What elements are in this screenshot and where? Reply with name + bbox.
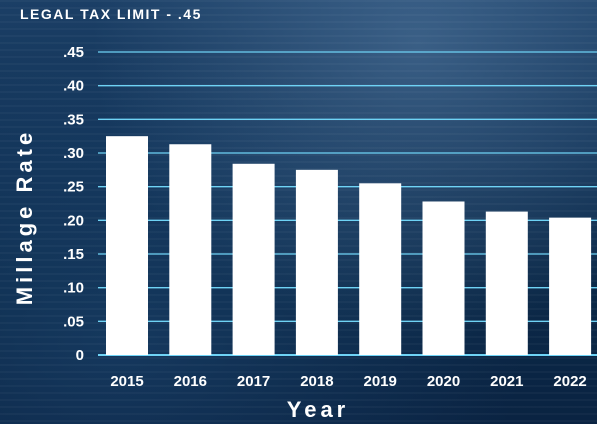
bar-2015 <box>106 136 148 355</box>
y-tick-label: .45 <box>63 44 84 61</box>
y-tick-label: .25 <box>63 179 84 196</box>
bar-2020 <box>422 201 465 355</box>
y-tick-label: .10 <box>63 280 84 297</box>
bar-2016 <box>169 144 212 355</box>
bar-2021 <box>485 211 528 355</box>
y-tick-label: .30 <box>63 145 84 162</box>
x-axis-label: Year <box>286 397 350 422</box>
x-tick-label: 2019 <box>364 373 397 390</box>
y-tick-label: .15 <box>63 246 84 263</box>
y-tick-label: .05 <box>63 313 84 330</box>
bar-2017 <box>232 163 275 355</box>
x-tick-label: 2017 <box>237 373 270 390</box>
y-tick-label: 0 <box>76 347 84 364</box>
x-tick-label: 2020 <box>427 373 460 390</box>
y-tick-label: .40 <box>63 78 84 95</box>
x-tick-label: 2018 <box>300 373 333 390</box>
x-tick-label: 2021 <box>490 373 523 390</box>
x-tick-label: 2015 <box>110 373 143 390</box>
bar-2022 <box>549 217 592 355</box>
y-tick-label: .20 <box>63 212 84 229</box>
bar-2018 <box>295 169 338 355</box>
chart-subtitle: LEGAL TAX LIMIT - .45 <box>20 6 202 22</box>
bar-2019 <box>359 183 402 355</box>
y-tick-label: .35 <box>63 111 84 128</box>
x-tick-label: 2016 <box>174 373 207 390</box>
x-tick-label: 2022 <box>553 373 586 390</box>
